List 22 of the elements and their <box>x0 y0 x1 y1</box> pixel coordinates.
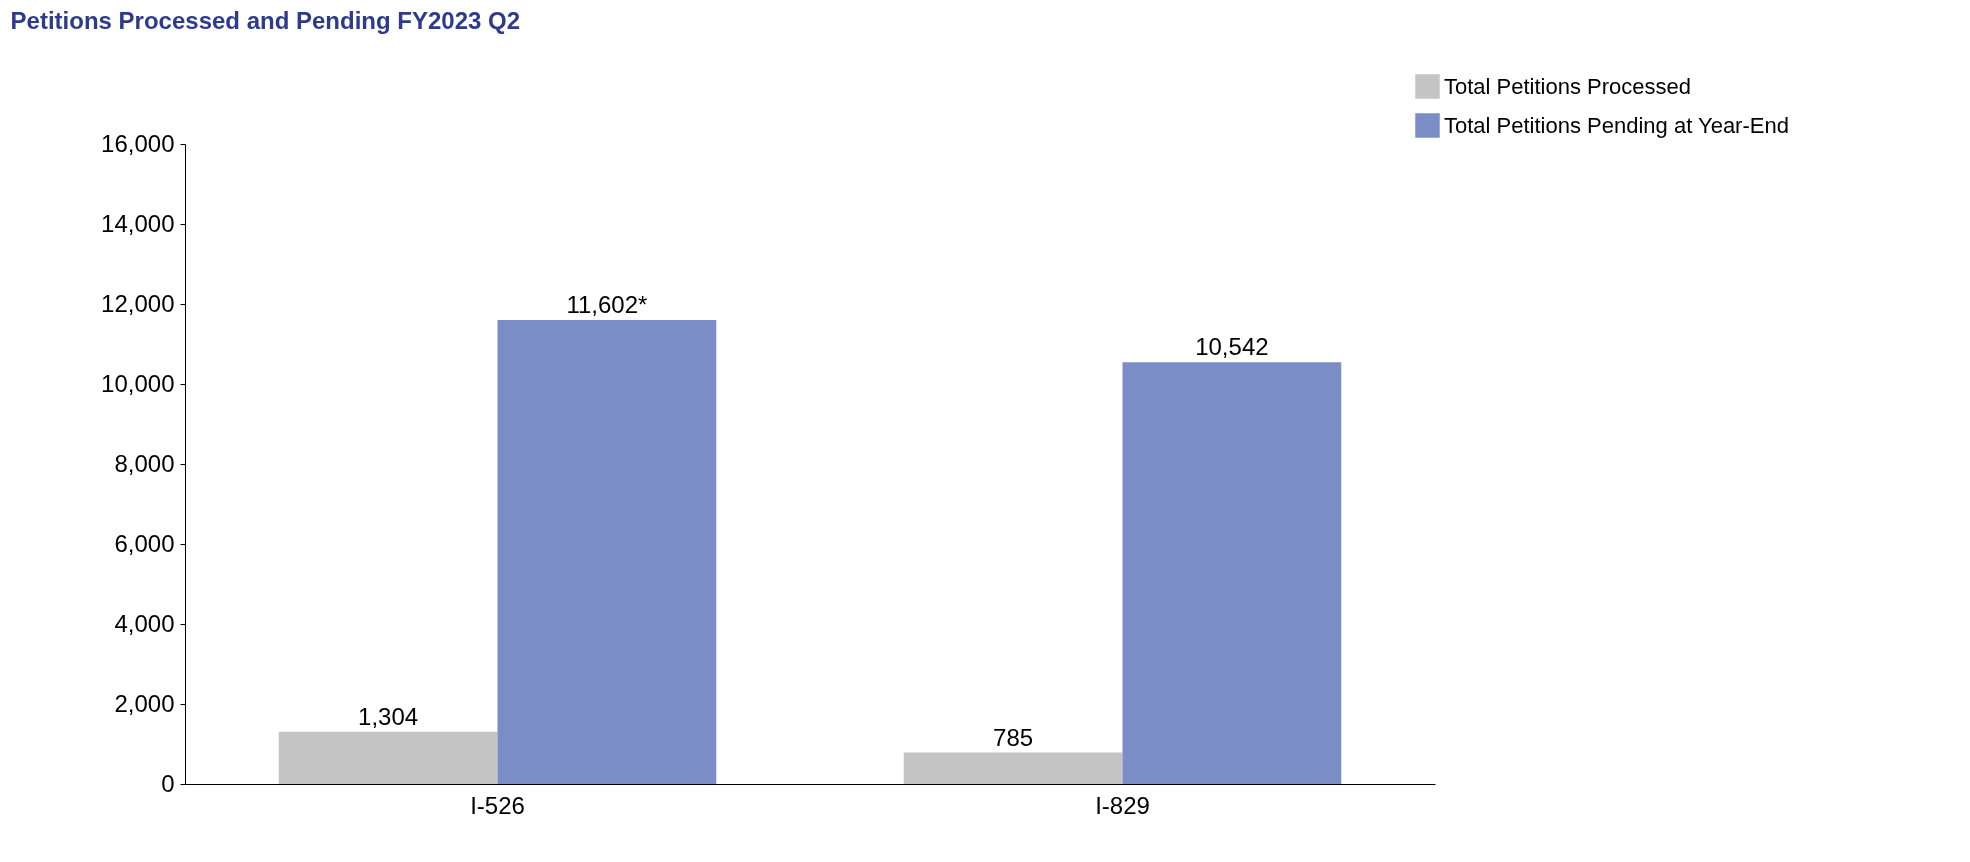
bar <box>903 752 1123 784</box>
data-label: 10,542 <box>1195 333 1269 361</box>
x-tick-label: I-526 <box>470 791 525 819</box>
y-tick-label: 16,000 <box>101 129 175 157</box>
data-label: 1,304 <box>358 702 419 730</box>
y-tick-label: 8,000 <box>114 449 175 477</box>
legend-label: Total Petitions Processed <box>1444 73 1692 99</box>
bar <box>278 731 498 784</box>
legend-label: Total Petitions Pending at Year-End <box>1444 112 1789 138</box>
y-tick-label: 6,000 <box>114 529 175 557</box>
y-tick-label: 14,000 <box>101 209 175 237</box>
bar <box>1122 362 1342 784</box>
y-tick-label: 12,000 <box>101 289 175 317</box>
data-label: 11,602* <box>566 290 648 318</box>
y-tick-label: 2,000 <box>114 689 175 717</box>
y-tick-label: 4,000 <box>114 609 175 637</box>
data-label: 785 <box>993 723 1034 751</box>
bar <box>497 319 717 784</box>
y-tick-label: 0 <box>161 769 175 797</box>
chart-title: Petitions Processed and Pending FY2023 Q2 <box>10 7 521 34</box>
y-tick-label: 10,000 <box>101 369 175 397</box>
x-tick-label: I-829 <box>1095 791 1150 819</box>
